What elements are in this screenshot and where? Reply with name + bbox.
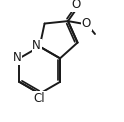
Text: O: O (71, 0, 80, 11)
Text: Cl: Cl (34, 92, 46, 105)
Text: N: N (13, 51, 21, 64)
Text: O: O (82, 17, 91, 30)
Text: N: N (32, 40, 41, 52)
